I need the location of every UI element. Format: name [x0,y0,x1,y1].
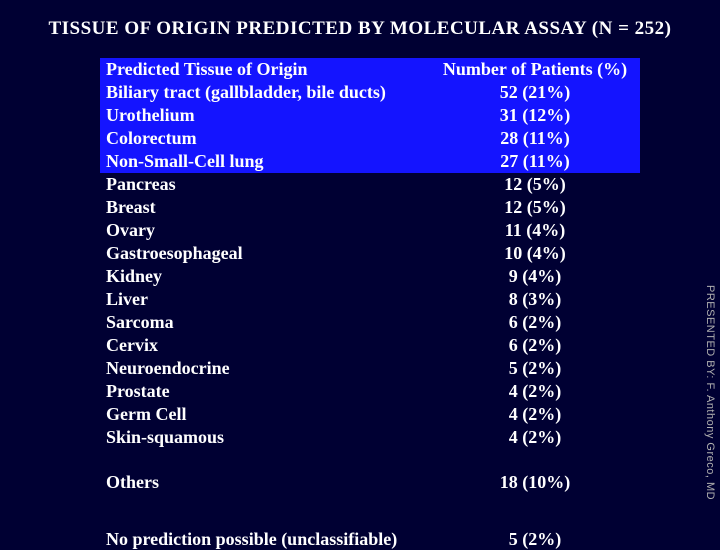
cell-count: 31 (12%) [430,104,640,127]
header-left: Predicted Tissue of Origin [100,58,430,81]
cell-tissue: Breast [100,196,430,219]
cell-count: 12 (5%) [430,196,640,219]
table-row: Cervix6 (2%) [100,334,640,357]
cell-tissue: Sarcoma [100,311,430,334]
table-body: Biliary tract (gallbladder, bile ducts)5… [100,81,640,449]
cell-count: 8 (3%) [430,288,640,311]
table-row: Germ Cell4 (2%) [100,403,640,426]
cell-tissue: Skin-squamous [100,426,430,449]
table-row: Colorectum28 (11%) [100,127,640,150]
cell-count: 52 (21%) [430,81,640,104]
cell-count: 6 (2%) [430,334,640,357]
table-row: Non-Small-Cell lung27 (11%) [100,150,640,173]
table-row: Breast12 (5%) [100,196,640,219]
cell-tissue: Germ Cell [100,403,430,426]
cell-count: 27 (11%) [430,150,640,173]
cell-count: 4 (2%) [430,403,640,426]
cell-count: 9 (4%) [430,265,640,288]
cell-tissue: Biliary tract (gallbladder, bile ducts) [100,81,430,104]
cell-count: 4 (2%) [430,380,640,403]
cell-tissue: Colorectum [100,127,430,150]
table-footer-row: Others 18 (10%) [100,471,640,494]
cell-count: 12 (5%) [430,173,640,196]
table-row: Ovary11 (4%) [100,219,640,242]
table-row: Biliary tract (gallbladder, bile ducts)5… [100,81,640,104]
cell-tissue: Liver [100,288,430,311]
table-row: Skin-squamous4 (2%) [100,426,640,449]
table-row: Kidney9 (4%) [100,265,640,288]
header-right: Number of Patients (%) [430,58,640,81]
cell-tissue: Prostate [100,380,430,403]
cell-tissue: Gastroesophageal [100,242,430,265]
cell-tissue: Ovary [100,219,430,242]
table-row: Prostate4 (2%) [100,380,640,403]
table-row: Pancreas12 (5%) [100,173,640,196]
table-row: Neuroendocrine5 (2%) [100,357,640,380]
cell-tissue: Pancreas [100,173,430,196]
cell-count: 6 (2%) [430,311,640,334]
cell-count: 28 (11%) [430,127,640,150]
cell-tissue: Neuroendocrine [100,357,430,380]
cell-tissue: Cervix [100,334,430,357]
footer-right: 18 (10%) [430,471,640,494]
presenter-credit: PRESENTED BY: F. Anthony Greco, MD [704,285,716,500]
footer-left: Others [100,471,430,494]
cell-count: 10 (4%) [430,242,640,265]
cell-count: 11 (4%) [430,219,640,242]
table-row: Urothelium31 (12%) [100,104,640,127]
cell-count: 4 (2%) [430,426,640,449]
slide-title: TISSUE OF ORIGIN PREDICTED BY MOLECULAR … [0,0,720,40]
spacer [100,449,640,471]
table-row: Sarcoma6 (2%) [100,311,640,334]
cell-tissue: Kidney [100,265,430,288]
cell-tissue: Non-Small-Cell lung [100,150,430,173]
cell-tissue: Urothelium [100,104,430,127]
table-header-row: Predicted Tissue of Origin Number of Pat… [100,58,640,81]
table-row: Liver8 (3%) [100,288,640,311]
cell-count: 5 (2%) [430,357,640,380]
data-table: Predicted Tissue of Origin Number of Pat… [100,58,640,494]
table-row: Gastroesophageal10 (4%) [100,242,640,265]
